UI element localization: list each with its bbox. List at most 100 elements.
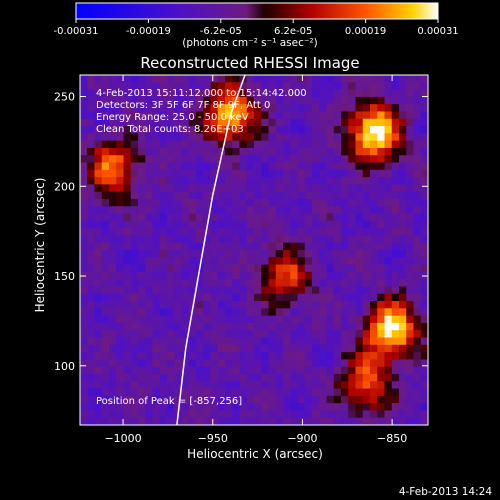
image-pixel: [261, 410, 270, 419]
image-pixel: [304, 271, 313, 280]
image-pixel: [261, 162, 270, 171]
image-pixel: [261, 220, 270, 229]
image-pixel: [217, 242, 226, 251]
image-pixel: [341, 264, 349, 273]
image-pixel: [413, 417, 422, 425]
y-tick-label: 250: [54, 91, 75, 104]
image-pixel: [319, 169, 328, 178]
image-pixel: [348, 257, 357, 266]
image-pixel: [145, 184, 154, 193]
image-pixel: [362, 344, 371, 353]
image-pixel: [210, 322, 219, 331]
image-pixel: [116, 104, 125, 113]
image-pixel: [406, 286, 415, 295]
image-pixel: [362, 155, 371, 164]
image-pixel: [362, 104, 371, 113]
image-pixel: [268, 403, 277, 412]
image-pixel: [87, 126, 96, 134]
image-pixel: [268, 410, 277, 419]
image-pixel: [225, 169, 233, 178]
image-pixel: [297, 126, 306, 134]
image-pixel: [420, 213, 428, 222]
image-pixel: [420, 417, 428, 425]
image-pixel: [290, 118, 299, 127]
image-pixel: [275, 133, 284, 142]
image-pixel: [138, 228, 146, 237]
image-pixel: [101, 162, 110, 171]
image-pixel: [167, 264, 175, 273]
image-pixel: [239, 147, 248, 156]
image-pixel: [297, 75, 306, 83]
colorbar-tick-label: 0.00031: [417, 26, 458, 37]
image-pixel: [203, 264, 212, 273]
image-pixel: [355, 242, 364, 251]
image-pixel: [290, 169, 299, 178]
image-pixel: [196, 308, 204, 317]
image-pixel: [239, 395, 248, 404]
image-pixel: [384, 242, 393, 251]
image-pixel: [370, 198, 378, 207]
image-pixel: [225, 140, 233, 149]
image-pixel: [94, 403, 103, 412]
image-pixel: [188, 133, 197, 142]
image-pixel: [188, 337, 197, 346]
image-pixel: [217, 395, 226, 404]
image-pixel: [239, 96, 248, 105]
image-pixel: [181, 89, 190, 98]
image-pixel: [254, 330, 262, 339]
image-pixel: [225, 395, 233, 404]
image-pixel: [188, 279, 197, 288]
image-pixel: [196, 410, 204, 419]
image-pixel: [116, 191, 125, 200]
image-pixel: [297, 308, 306, 317]
image-pixel: [283, 330, 291, 339]
image-pixel: [319, 206, 328, 215]
image-pixel: [80, 352, 88, 360]
image-pixel: [399, 403, 407, 412]
image-pixel: [101, 417, 110, 425]
image-pixel: [319, 177, 328, 185]
image-pixel: [290, 264, 299, 273]
image-pixel: [181, 330, 190, 339]
image-pixel: [254, 388, 262, 397]
image-pixel: [217, 366, 226, 375]
image-pixel: [138, 359, 146, 368]
image-pixel: [261, 293, 270, 302]
image-pixel: [225, 271, 233, 280]
image-pixel: [138, 155, 146, 164]
image-pixel: [130, 315, 139, 324]
image-pixel: [196, 337, 204, 346]
colorbar-ticks: -0.00031 -0.00019 -6.2e-05 6.2e-05 0.00019 0.…: [54, 19, 459, 37]
image-pixel: [399, 82, 407, 91]
image-pixel: [217, 155, 226, 164]
info-detectors: Detectors: 3F 5F 6F 7F 8F 9F, Att 0: [96, 100, 271, 111]
image-pixel: [225, 352, 233, 360]
image-pixel: [80, 344, 88, 353]
image-pixel: [196, 373, 204, 382]
image-pixel: [232, 155, 241, 164]
image-pixel: [145, 242, 154, 251]
image-pixel: [217, 206, 226, 215]
image-pixel: [384, 220, 393, 229]
image-pixel: [370, 184, 378, 193]
image-pixel: [377, 242, 386, 251]
image-pixel: [275, 89, 284, 98]
image-pixel: [109, 315, 117, 324]
image-pixel: [312, 184, 320, 193]
image-pixel: [138, 162, 146, 171]
image-pixel: [348, 82, 357, 91]
image-pixel: [304, 82, 313, 91]
image-pixel: [167, 111, 175, 120]
image-pixel: [399, 388, 407, 397]
image-pixel: [326, 293, 335, 302]
image-pixel: [348, 184, 357, 193]
image-pixel: [181, 235, 190, 244]
image-pixel: [167, 82, 175, 91]
image-pixel: [225, 191, 233, 200]
image-pixel: [196, 111, 204, 120]
image-pixel: [101, 308, 110, 317]
image-pixel: [232, 133, 241, 142]
image-pixel: [210, 388, 219, 397]
image-pixel: [159, 250, 168, 258]
image-pixel: [319, 322, 328, 331]
